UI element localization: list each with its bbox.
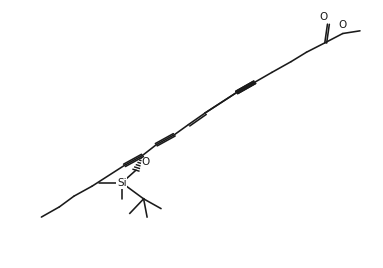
Text: O: O [339, 20, 347, 30]
Text: O: O [319, 12, 328, 22]
Text: O: O [142, 157, 150, 167]
Text: Si: Si [117, 178, 127, 188]
